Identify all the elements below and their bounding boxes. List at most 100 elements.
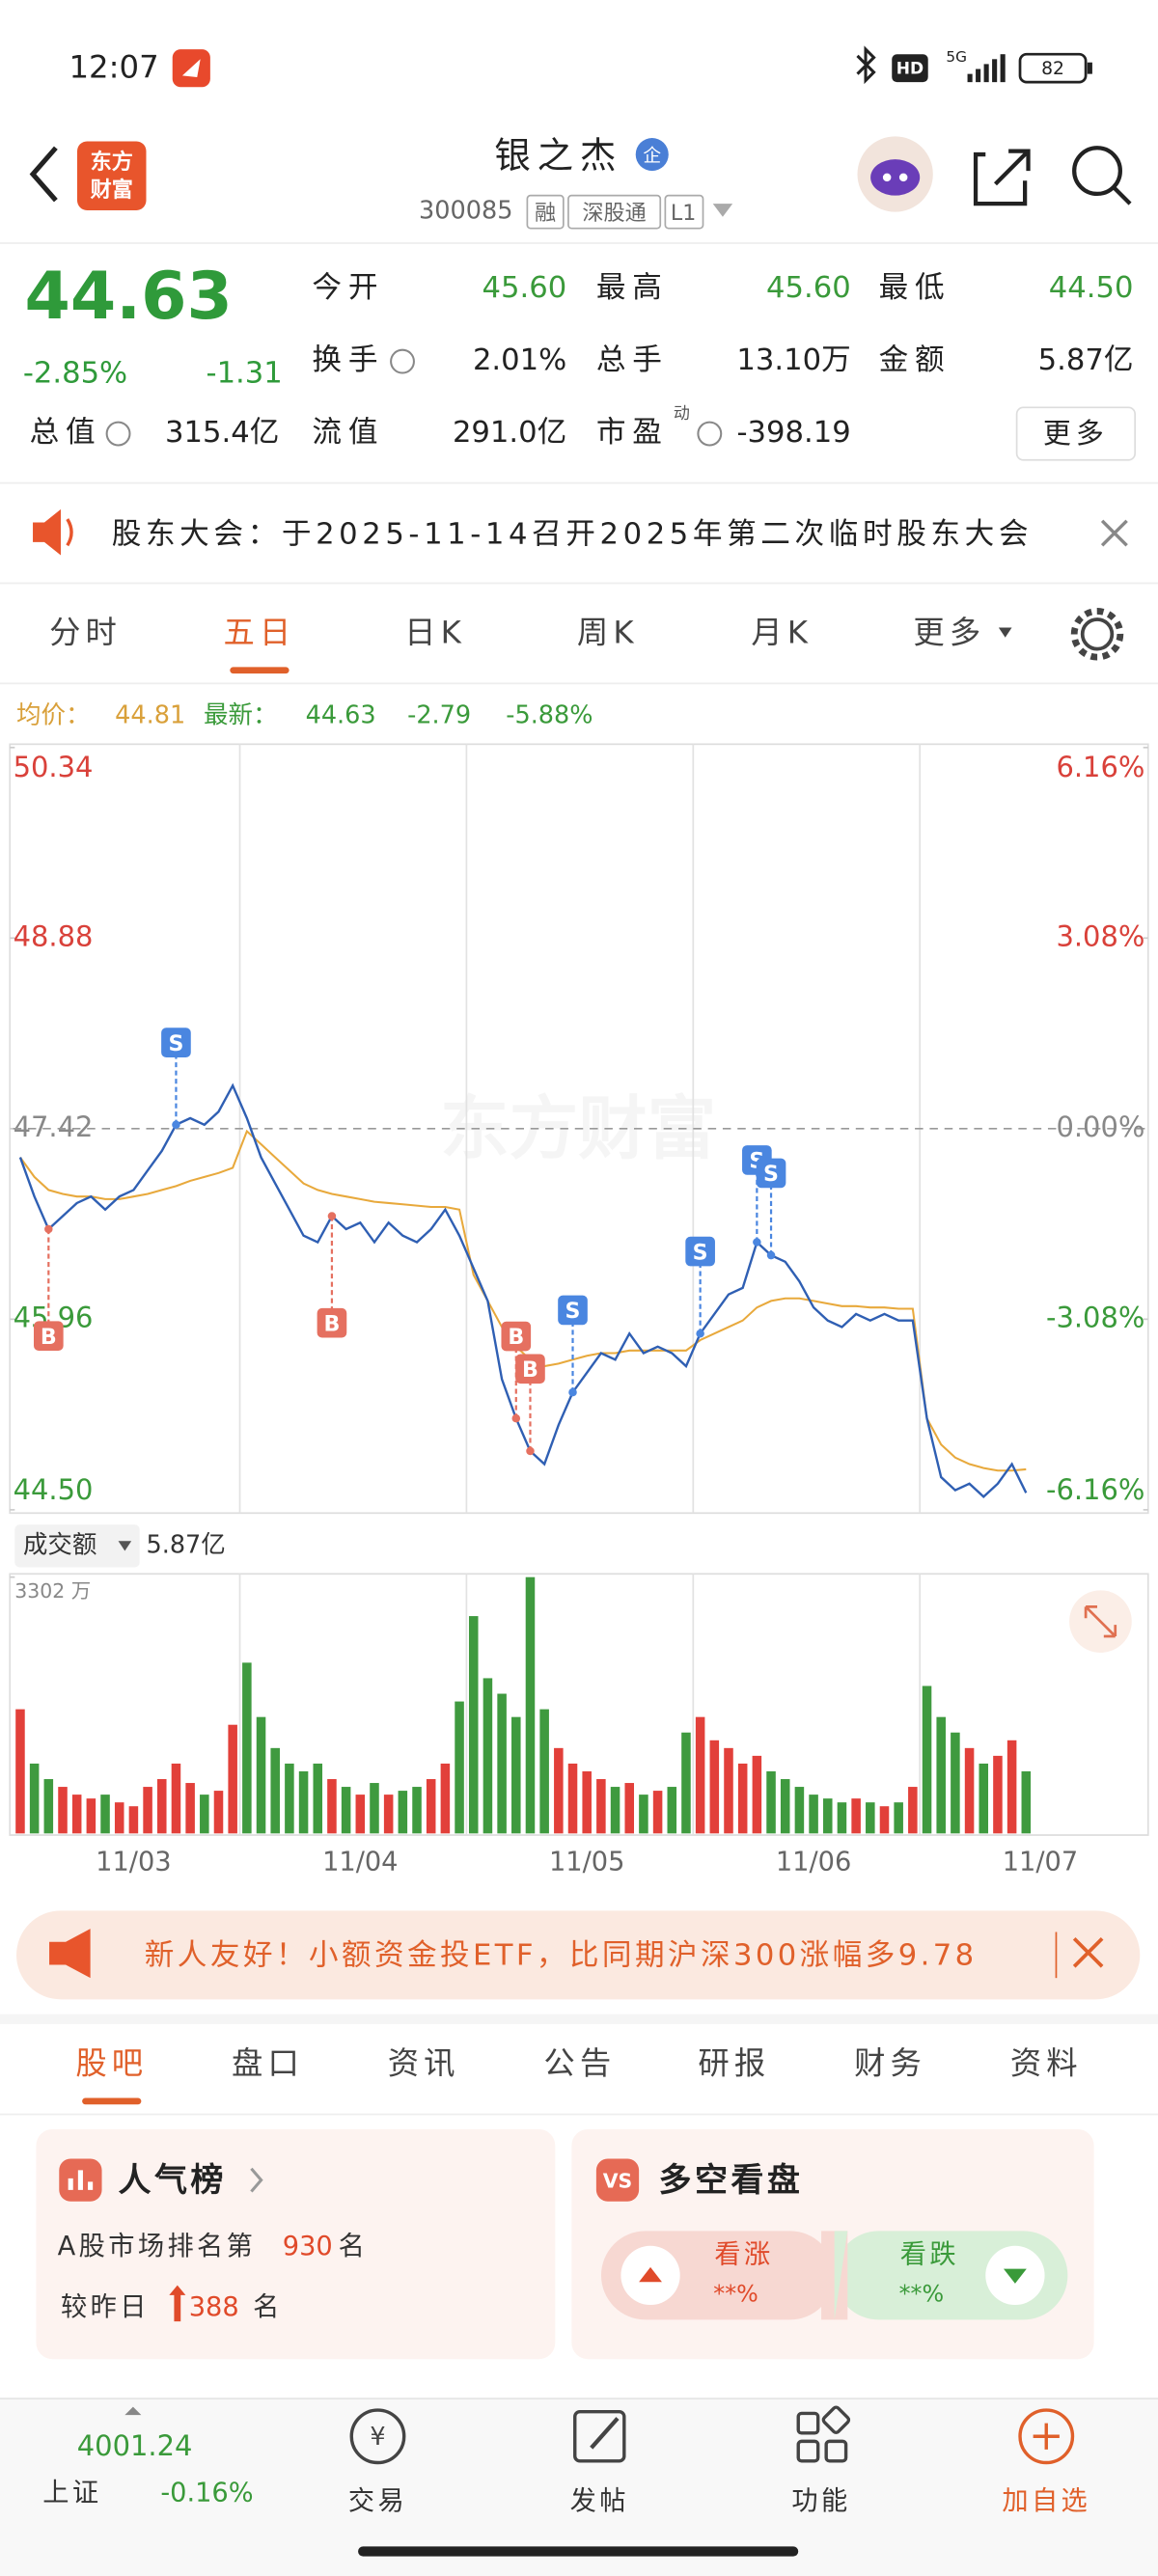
change-text: 较昨日 — [61, 2292, 150, 2322]
marker-dot — [766, 1250, 776, 1260]
info-icon[interactable] — [697, 421, 723, 447]
trade-glyph: ¥ — [370, 2423, 385, 2452]
content-tab[interactable]: 资讯 — [388, 2044, 460, 2081]
watch-icon[interactable] — [1018, 2408, 1075, 2465]
volume-title[interactable]: 成交额 — [23, 1530, 97, 1559]
volume-selector[interactable] — [14, 1524, 140, 1568]
volume-bar — [497, 1693, 507, 1834]
volume-bar — [979, 1763, 989, 1834]
nav-label[interactable]: 交易 — [348, 2486, 407, 2516]
volume-bar — [1006, 1740, 1017, 1834]
volume-bar — [355, 1795, 366, 1834]
sentiment-glyph: VS — [603, 2169, 632, 2192]
volume-bar — [398, 1791, 408, 1834]
marker-label: S — [168, 1031, 183, 1056]
rank-text: A股市场排名第 — [58, 2232, 257, 2261]
nav-label[interactable]: 发帖 — [570, 2486, 629, 2516]
trade-icon[interactable] — [349, 2408, 406, 2465]
search-handle — [1112, 185, 1132, 206]
volume-bar — [511, 1716, 521, 1834]
bear-value: **% — [899, 2280, 944, 2307]
volume-bar — [539, 1709, 549, 1834]
rank: 930 — [283, 2232, 333, 2261]
volume-bar — [143, 1787, 152, 1834]
dropdown-icon — [998, 627, 1012, 638]
nav-label[interactable]: 功能 — [791, 2486, 850, 2516]
volume-tick-label: 3302 万 — [14, 1579, 91, 1603]
chart-tab[interactable]: 更多 — [913, 614, 985, 650]
banner-text[interactable]: 新人友好！小额资金投ETF，比同期沪深300涨幅多9.78 — [145, 1939, 978, 1973]
volume-bar — [766, 1770, 776, 1834]
info-icon[interactable] — [105, 421, 131, 447]
chart-tab[interactable]: 分时 — [49, 614, 122, 650]
volume-bar — [964, 1747, 975, 1834]
volume-bar — [128, 1806, 139, 1834]
tag: 融 — [535, 201, 556, 226]
signal-icon — [967, 54, 1006, 83]
content-tab[interactable]: 研报 — [698, 2044, 770, 2081]
chart-tab[interactable]: 月K — [751, 614, 813, 650]
volume-bar — [794, 1787, 805, 1834]
index-change[interactable]: -0.16% — [160, 2478, 253, 2507]
more-button[interactable] — [1015, 406, 1137, 461]
banner-close[interactable] — [1072, 1936, 1104, 1968]
volume-bar — [596, 1779, 606, 1834]
post-icon[interactable] — [573, 2410, 626, 2463]
volume-bar — [71, 1795, 82, 1834]
content-tab[interactable]: 股吧 — [75, 2044, 148, 2081]
bull-label[interactable]: 看涨 — [714, 2239, 773, 2269]
volume-bar — [752, 1755, 762, 1834]
index-value[interactable]: 4001.24 — [77, 2429, 193, 2462]
app-icon-glyph — [181, 59, 201, 78]
x-tick-label: 11/05 — [549, 1847, 624, 1877]
nav-label[interactable]: 加自选 — [1002, 2486, 1090, 2516]
dropdown-icon[interactable] — [712, 204, 733, 217]
index-name[interactable]: 上证 — [42, 2478, 101, 2507]
promo-banner[interactable] — [16, 1910, 1141, 2000]
field-label: 金额 — [879, 343, 951, 377]
volume-bar — [837, 1802, 847, 1834]
volume-bar — [313, 1763, 323, 1834]
x-tick-label: 11/07 — [1003, 1847, 1078, 1877]
chart-tab[interactable]: 五日 — [224, 614, 296, 650]
battery-icon — [1018, 52, 1088, 84]
notice-text[interactable]: 股东大会：于2025-11-14召开2025年第二次临时股东大会 — [112, 518, 1029, 552]
chart-tab[interactable]: 日K — [404, 614, 466, 650]
content-tab[interactable]: 财务 — [854, 2044, 926, 2081]
tab-underline — [82, 2097, 142, 2105]
function-icon[interactable] — [796, 2405, 851, 2463]
more-text[interactable]: 更多 — [1043, 417, 1109, 450]
field-label: 今开 — [312, 271, 384, 305]
marker-box — [34, 1321, 64, 1352]
price: 44.63 — [25, 259, 233, 335]
info-icon[interactable] — [390, 348, 415, 374]
chart-tab[interactable]: 周K — [577, 614, 639, 650]
content-tab[interactable]: 资料 — [1010, 2044, 1083, 2081]
volume-bar — [951, 1732, 960, 1834]
content-tab[interactable]: 盘口 — [232, 2044, 304, 2081]
volume-bar — [823, 1798, 833, 1834]
notice-bar[interactable] — [0, 480, 1158, 584]
volume-bar — [639, 1795, 648, 1834]
field-label: 最低 — [879, 271, 951, 305]
chart-tabs: 分时 五日 日K 周K 月K 更多 — [49, 614, 1012, 674]
volume-bar — [936, 1716, 946, 1834]
back-button[interactable] — [29, 146, 58, 203]
marker-box — [515, 1354, 545, 1384]
popularity-card[interactable] — [36, 2128, 556, 2360]
close-notice[interactable] — [1100, 519, 1128, 547]
settings-button[interactable] — [1080, 617, 1115, 651]
volume-bar — [256, 1716, 266, 1834]
index-expand[interactable] — [124, 2406, 142, 2416]
share-button[interactable] — [973, 149, 1031, 206]
field-label: 市盈 — [596, 416, 669, 450]
search-button[interactable] — [1072, 146, 1122, 197]
trade-marker: S — [558, 1295, 588, 1397]
price-line — [19, 1129, 1027, 1472]
volume-bar — [922, 1685, 932, 1834]
volume-bar — [440, 1763, 451, 1834]
content-tab[interactable]: 公告 — [543, 2044, 616, 2081]
bear-label[interactable]: 看跌 — [900, 2239, 959, 2269]
y-tick-label: 48.88 — [14, 919, 94, 952]
